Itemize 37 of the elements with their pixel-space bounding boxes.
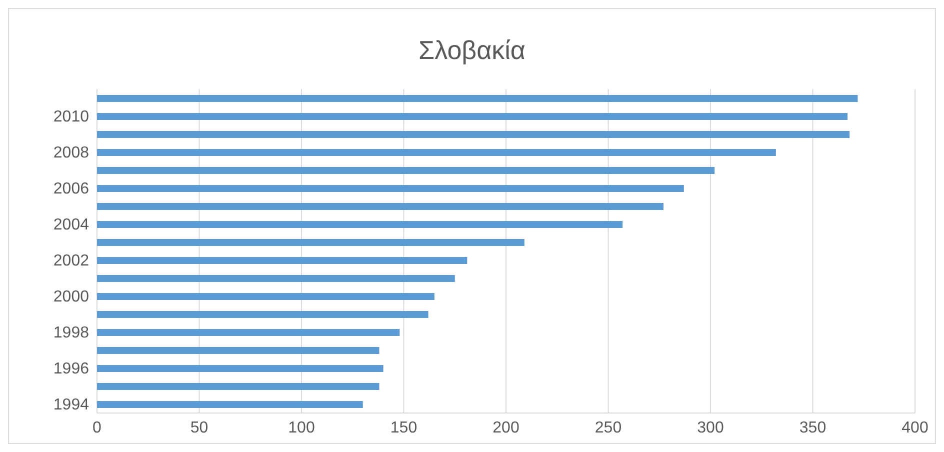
x-tick-label: 150 [390,419,418,436]
bar [97,113,848,120]
x-tick-label: 300 [697,419,724,436]
bar [97,275,455,282]
chart-title: Σλοβακία [418,34,526,67]
x-tick-label: 100 [288,419,315,436]
y-tick-label: 1994 [53,396,90,414]
bar [97,365,384,372]
x-tick-label: 0 [92,419,102,436]
bar [97,383,380,390]
bar [97,329,400,336]
bar [97,149,776,156]
y-tick-label: 2004 [53,216,90,234]
y-tick-label: 2010 [53,108,90,126]
bar [97,239,524,246]
y-tick-label: 2000 [53,288,90,306]
y-tick-label: 1998 [53,324,90,342]
bar [97,167,715,174]
y-tick-label: 2006 [53,180,90,198]
x-tick-label: 350 [799,419,826,436]
y-tick-label: 1996 [53,360,90,378]
y-tick-label: 2002 [53,252,90,270]
x-tick-label: 200 [492,419,520,436]
bar [97,257,468,264]
bar [97,131,850,138]
bar [97,185,684,192]
x-tick-label: 50 [190,419,208,436]
bar [97,293,434,300]
bar [97,311,428,318]
x-tick-label: 400 [902,419,928,436]
x-tick-label: 250 [594,419,622,436]
bar [97,203,664,210]
y-tick-label: 2008 [53,144,90,162]
bar [97,221,623,228]
bar [97,401,363,408]
bar [97,95,858,102]
bar [97,347,380,354]
